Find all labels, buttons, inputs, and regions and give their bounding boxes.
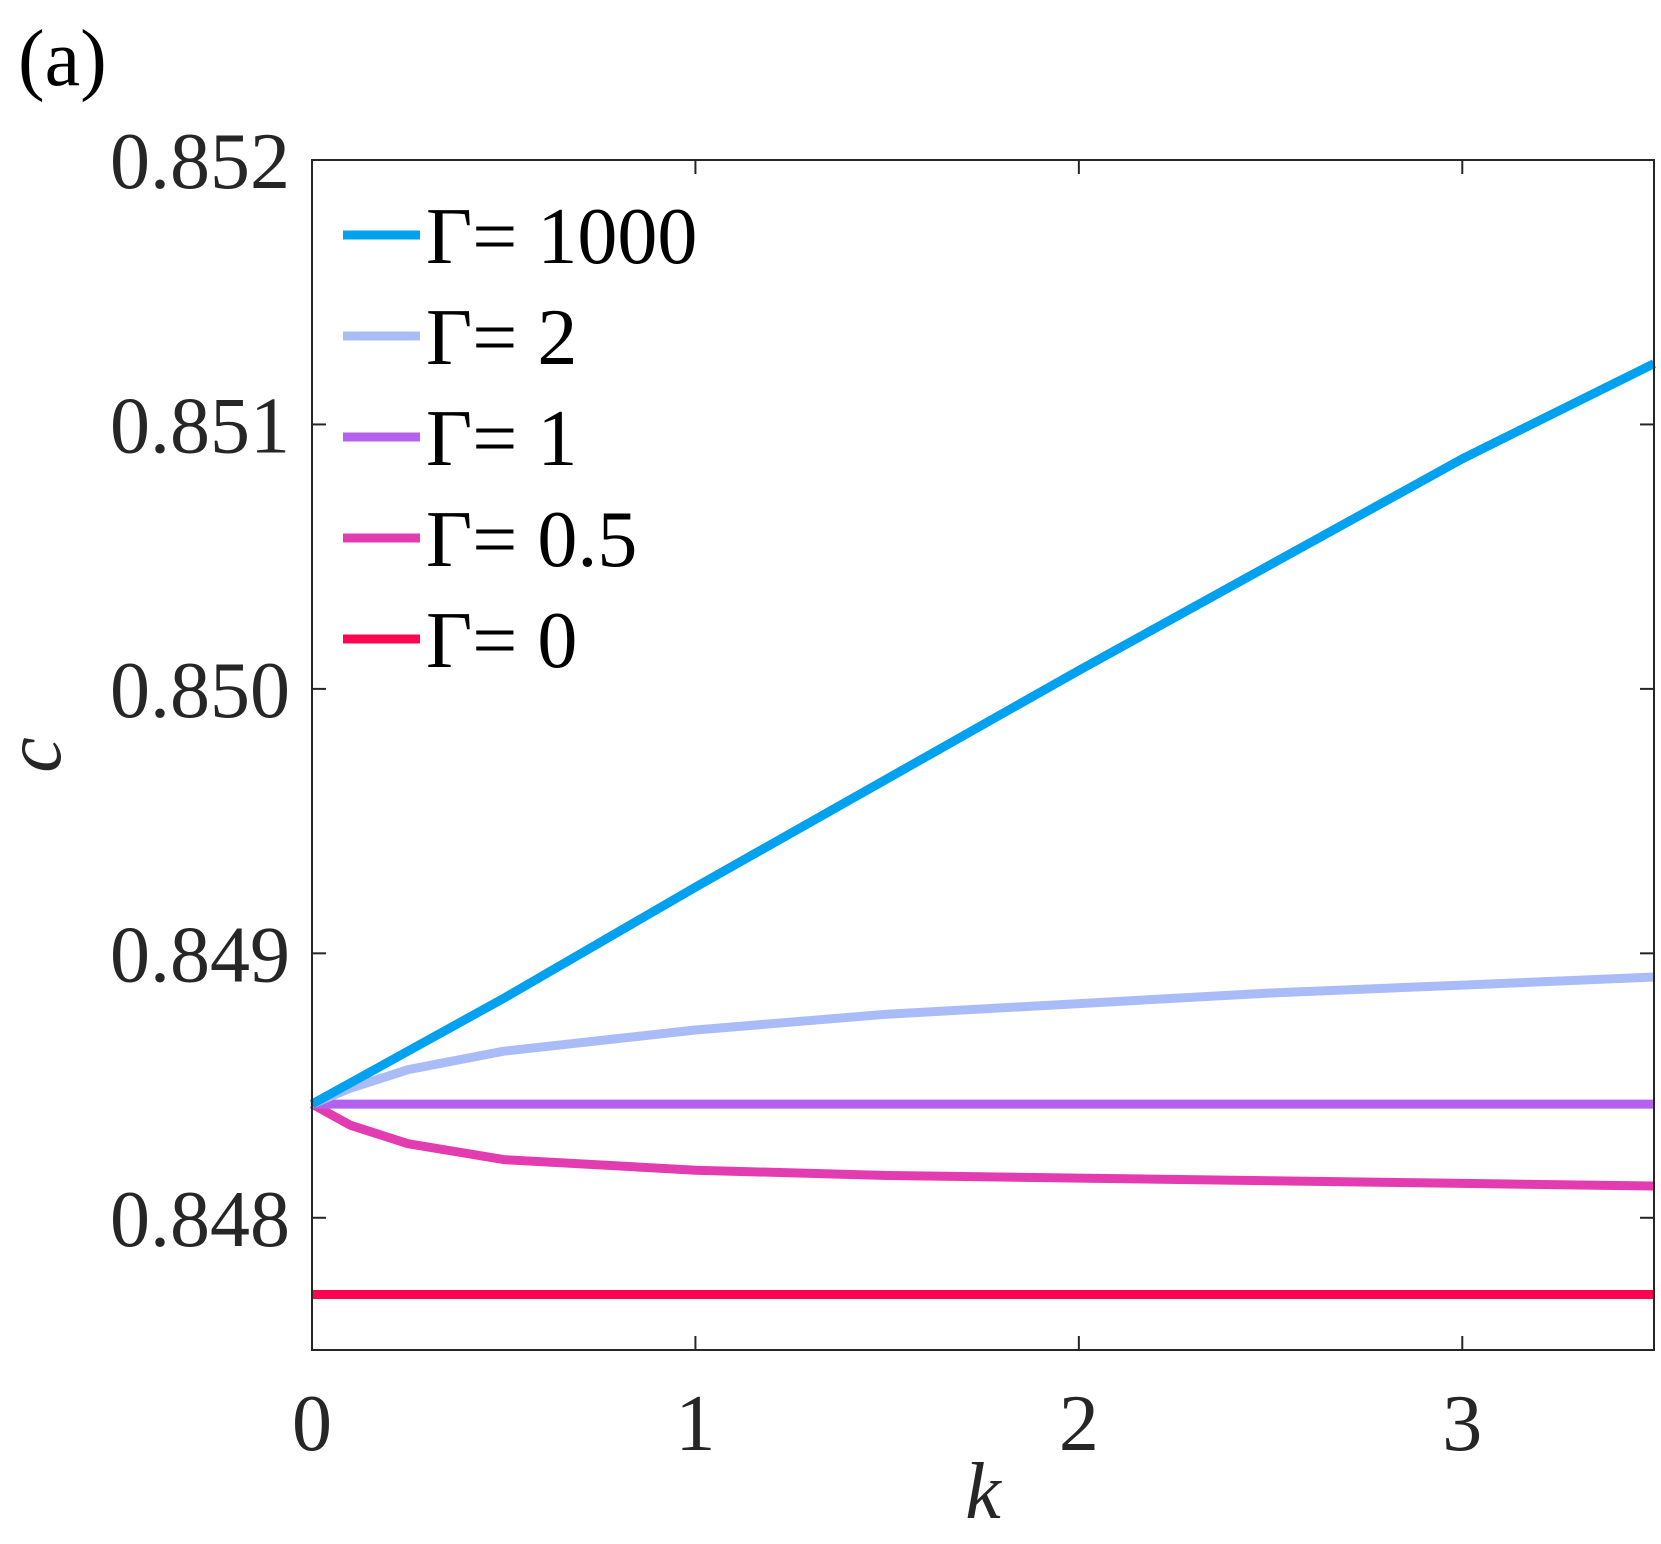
axis-ticks: 0 1 2 3 0.848 0.849 0.850 0.851 0.852 (110, 118, 1654, 1468)
plot-area (309, 359, 1657, 1299)
x-axis-label: k (965, 1448, 1002, 1536)
x-tick-label: 0 (292, 1380, 332, 1468)
legend-entry-label: Γ= 0.5 (426, 496, 637, 584)
series-line-0 (309, 359, 1657, 1109)
y-axis-label: c (0, 737, 78, 773)
axes-box (311, 159, 1655, 1351)
y-tick-label: 0.851 (110, 382, 290, 470)
y-tick-label: 0.849 (110, 911, 290, 999)
x-tick-label: 3 (1442, 1380, 1482, 1468)
x-tick-label: 1 (675, 1380, 715, 1468)
legend-entry-label: Γ= 0 (426, 597, 577, 685)
legend-entry-label: Γ= 2 (426, 294, 577, 382)
y-tick-label: 0.848 (110, 1176, 290, 1264)
y-tick-label: 0.850 (110, 647, 290, 735)
legend: Γ= 1000 Γ= 2 Γ= 1 Γ= 0.5 Γ= 0 (343, 193, 697, 685)
panel-label: (a) (18, 15, 107, 103)
legend-entry-label: Γ= 1000 (426, 193, 697, 281)
legend-entry-label: Γ= 1 (426, 395, 577, 483)
series-line-1 (310, 972, 1655, 1109)
series-line-3 (309, 1100, 1655, 1191)
x-tick-label: 2 (1059, 1380, 1099, 1468)
y-tick-label: 0.852 (110, 118, 290, 206)
